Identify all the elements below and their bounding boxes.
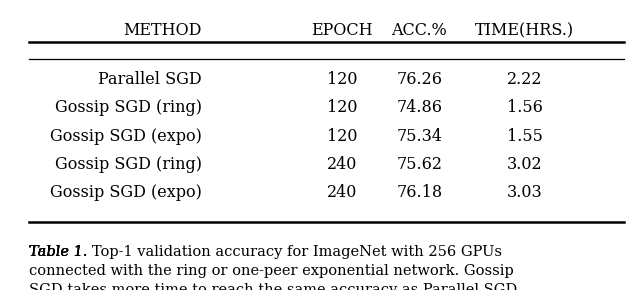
Text: Gossip SGD (ring): Gossip SGD (ring): [54, 99, 202, 116]
Text: 120: 120: [327, 128, 358, 144]
Text: 75.62: 75.62: [396, 156, 442, 173]
Text: 76.18: 76.18: [396, 184, 442, 201]
Text: 1.55: 1.55: [507, 128, 543, 144]
Text: Parallel SGD: Parallel SGD: [98, 71, 202, 88]
Text: 2.22: 2.22: [507, 71, 543, 88]
Text: Table 1.: Table 1.: [29, 245, 87, 259]
Text: 3.03: 3.03: [507, 184, 543, 201]
Text: Gossip SGD (expo): Gossip SGD (expo): [50, 184, 202, 201]
Text: Table 1. Top-1 validation accuracy for ImageNet with 256 GPUs
connected with the: Table 1. Top-1 validation accuracy for I…: [29, 245, 521, 290]
Text: TIME(HRS.): TIME(HRS.): [476, 22, 574, 39]
Text: 240: 240: [327, 184, 358, 201]
Text: 76.26: 76.26: [396, 71, 442, 88]
Text: Table 1.: Table 1.: [29, 245, 87, 259]
Text: Gossip SGD (expo): Gossip SGD (expo): [50, 128, 202, 144]
Text: 3.02: 3.02: [507, 156, 543, 173]
Text: 1.56: 1.56: [507, 99, 543, 116]
Text: 75.34: 75.34: [396, 128, 442, 144]
Text: 240: 240: [327, 156, 358, 173]
Text: ACC.%: ACC.%: [391, 22, 447, 39]
Text: EPOCH: EPOCH: [312, 22, 373, 39]
Text: 120: 120: [327, 71, 358, 88]
Text: 74.86: 74.86: [396, 99, 442, 116]
Text: Gossip SGD (ring): Gossip SGD (ring): [54, 156, 202, 173]
Text: METHOD: METHOD: [124, 22, 202, 39]
Text: 120: 120: [327, 99, 358, 116]
